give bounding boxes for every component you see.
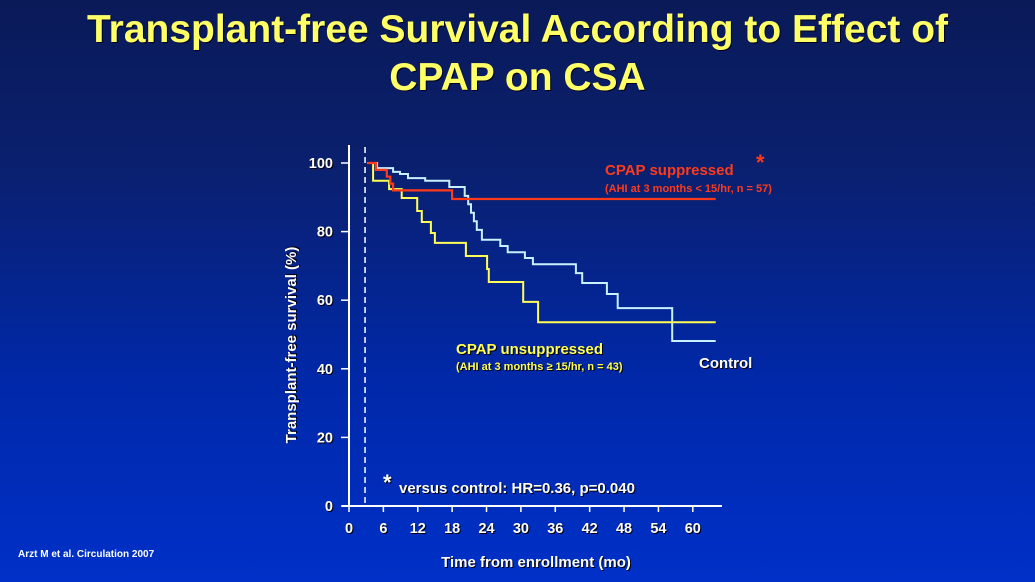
- slide-title-line-2: CPAP on CSA: [389, 56, 646, 99]
- citation: Arzt M et al. Circulation 2007: [18, 549, 155, 560]
- x-axis-title: Time from enrollment (mo): [441, 554, 631, 571]
- slide-title: Transplant-free Survival According to Ef…: [0, 6, 1035, 102]
- legend-control: Control: [699, 355, 752, 372]
- series-line-control: [367, 162, 716, 342]
- x-tick-label: 36: [547, 521, 563, 537]
- y-tick-label: 20: [317, 430, 333, 446]
- hazard-annotation: * versus control: HR=0.36, p=0.040: [383, 470, 635, 497]
- legend-unsuppressed: CPAP unsuppressed (AHI at 3 months ≥ 15/…: [456, 341, 623, 373]
- x-tick-label: 42: [582, 521, 598, 537]
- y-tick-label: 80: [317, 225, 333, 241]
- x-tick-label: 0: [345, 521, 353, 537]
- x-tick-label: 54: [650, 521, 666, 537]
- unsuppressed-label: CPAP unsuppressed: [456, 341, 603, 358]
- annotation-text: versus control: HR=0.36, p=0.040: [399, 480, 635, 497]
- control-label: Control: [699, 355, 752, 372]
- y-tick-label: 40: [317, 362, 333, 378]
- x-ticks: 0 6 12 18 24 30 36 42 48 54 60: [345, 506, 701, 537]
- legend-suppressed: CPAP suppressed * (AHI at 3 months < 15/…: [605, 150, 772, 195]
- suppressed-asterisk: *: [756, 150, 765, 175]
- annotation-asterisk: *: [383, 470, 392, 495]
- x-tick-label: 60: [685, 521, 701, 537]
- x-tick-label: 12: [410, 521, 426, 537]
- series-line-cpap-suppressed: [367, 161, 716, 201]
- x-tick-label: 18: [444, 521, 460, 537]
- y-axis-title: Transplant-free survival (%): [283, 247, 300, 444]
- suppressed-label: CPAP suppressed: [605, 162, 734, 179]
- x-tick-label: 6: [379, 521, 387, 537]
- series-line-cpap-unsuppressed: [367, 162, 716, 324]
- x-tick-label: 30: [513, 521, 529, 537]
- y-tick-label: 60: [317, 293, 333, 309]
- series-lines: [367, 161, 716, 342]
- suppressed-sublabel: (AHI at 3 months < 15/hr, n = 57): [605, 183, 772, 195]
- x-tick-label: 24: [478, 521, 494, 537]
- x-tick-label: 48: [616, 521, 632, 537]
- y-tick-label: 100: [309, 156, 333, 172]
- y-ticks: 0 20 40 60 80 100: [309, 156, 349, 515]
- y-tick-label: 0: [325, 499, 333, 515]
- unsuppressed-sublabel: (AHI at 3 months ≥ 15/hr, n = 43): [456, 361, 623, 373]
- slide-title-line-1: Transplant-free Survival According to Ef…: [86, 8, 949, 51]
